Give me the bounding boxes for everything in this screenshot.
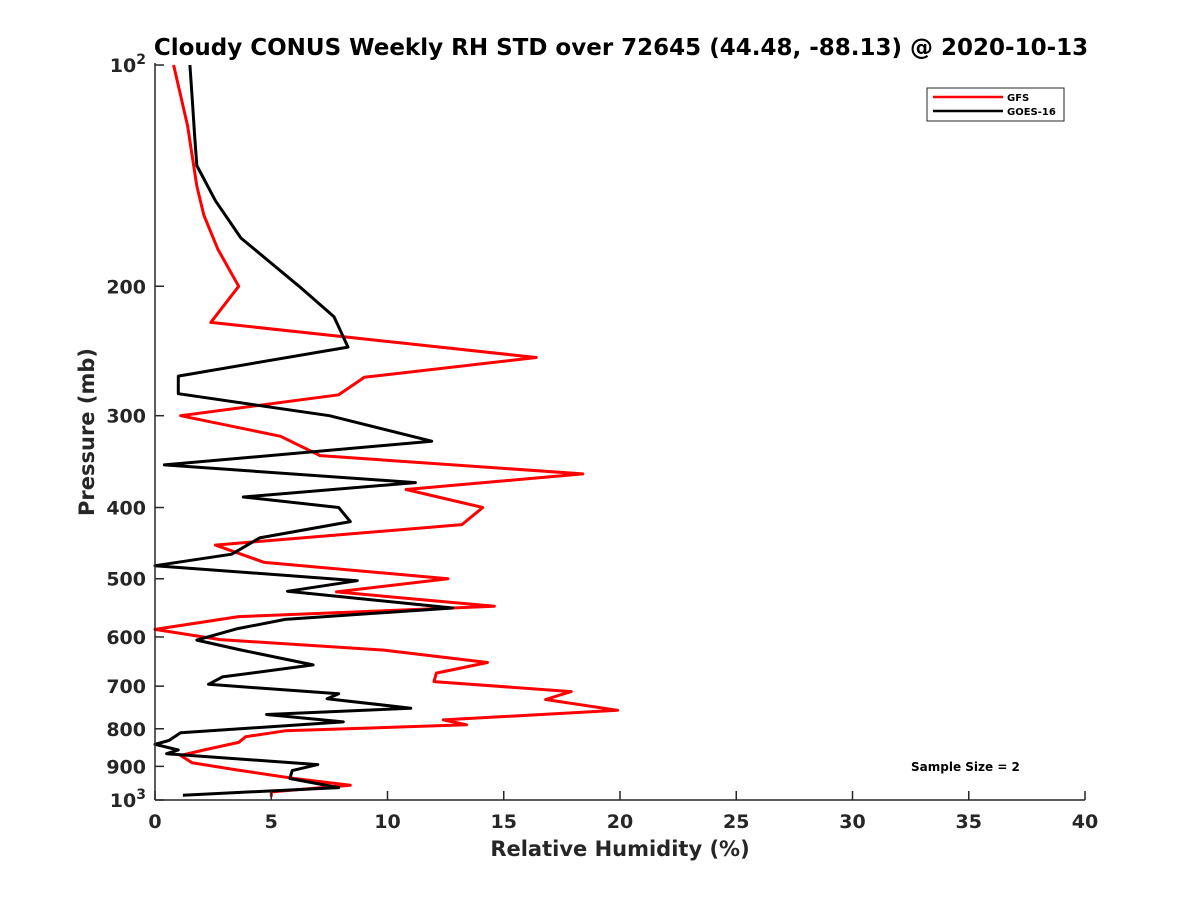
legend-box	[926, 87, 1065, 122]
y-tick-label: 500	[106, 569, 146, 591]
x-tick-label: 40	[1072, 811, 1098, 833]
y-tick-label: 400	[106, 498, 146, 520]
y-axis-title: Pressure (mb)	[75, 348, 99, 516]
chart-title: Cloudy CONUS Weekly RH STD over 72645 (4…	[154, 35, 1088, 61]
y-tick-label: 300	[106, 406, 146, 428]
y-tick-label: 800	[106, 719, 146, 741]
legend-label-goes16: GOES-16	[1007, 107, 1056, 118]
x-tick-label: 30	[839, 811, 865, 833]
x-axis-title: Relative Humidity (%)	[490, 837, 749, 861]
x-tick-label: 20	[607, 811, 633, 833]
x-tick-label: 10	[374, 811, 400, 833]
x-tick-label: 15	[491, 811, 517, 833]
plot-area	[153, 64, 620, 797]
x-tick-label: 25	[723, 811, 749, 833]
legend: GFS GOES-16	[926, 87, 1065, 122]
legend-label-gfs: GFS	[1007, 93, 1029, 104]
sample-size-annotation: Sample Size = 2	[911, 760, 1020, 774]
y-tick-label: 102	[110, 52, 146, 77]
y-tick-label: 200	[106, 276, 146, 298]
y-tick-label: 700	[106, 676, 146, 698]
x-tick-label: 5	[265, 811, 278, 833]
series-line-goes16	[153, 64, 455, 797]
series-line-gfs	[153, 64, 620, 797]
y-tick-label: 103	[110, 787, 146, 812]
x-tick-label: 0	[148, 811, 161, 833]
y-tick-label: 900	[106, 756, 146, 778]
y-tick-label: 600	[106, 627, 146, 649]
x-tick-label: 35	[956, 811, 982, 833]
y-axis-ticks: 102 200 300 400 500 600 700 800 900 103	[106, 52, 164, 812]
x-axis-ticks: 0 5 10 15 20 25 30 35 40	[148, 791, 1098, 833]
